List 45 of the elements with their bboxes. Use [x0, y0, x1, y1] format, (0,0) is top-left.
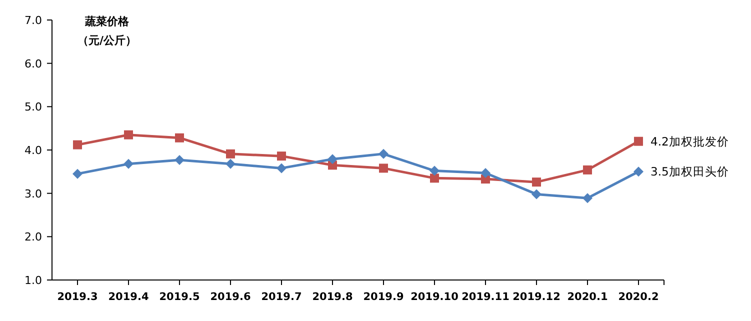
point	[634, 136, 643, 146]
x-tick-label: 2019.6	[210, 291, 251, 303]
point	[532, 189, 542, 200]
x-tick-label: 2019.10	[410, 291, 458, 303]
y-tick-label: 5.0	[24, 100, 42, 114]
x-tick-label: 2019.7	[261, 291, 302, 303]
x-tick-label: 2020.2	[618, 291, 659, 303]
point	[379, 164, 388, 173]
point	[634, 166, 644, 177]
y-tick-label: 6.0	[24, 57, 42, 70]
point	[174, 154, 184, 165]
point	[430, 166, 440, 176]
y-tick-label: 4.0	[24, 144, 42, 157]
point	[276, 163, 286, 174]
x-tick-label: 2019.3	[57, 291, 98, 303]
text: （元/公斤）	[77, 34, 137, 47]
x-tick-label: 2019.5	[159, 291, 200, 303]
point	[480, 168, 490, 178]
y-tick-label: 3.0	[24, 187, 42, 200]
annotation: 3.5加权田头价	[650, 164, 729, 179]
point	[175, 133, 184, 142]
y-tick-label: 2.0	[24, 230, 42, 244]
point	[124, 158, 134, 169]
point	[378, 148, 388, 159]
x-tick-label: 2019.9	[363, 291, 404, 303]
point	[124, 130, 133, 140]
point	[277, 152, 286, 161]
point	[532, 178, 541, 187]
point	[73, 140, 82, 150]
annotation: 4.2加权批发价	[650, 134, 729, 148]
x-tick-label: 2019.4	[108, 291, 149, 303]
point	[430, 174, 439, 183]
y-tick-label: 1.0	[24, 274, 42, 287]
point	[583, 165, 592, 174]
x-tick-label: 2019.8	[312, 291, 353, 303]
point	[328, 154, 338, 164]
chart-title: 蔬菜价格	[84, 15, 130, 28]
point	[226, 149, 235, 158]
y-tick-label: 7.0	[24, 14, 42, 27]
point	[226, 158, 236, 169]
x-tick-label: 2020.1	[567, 291, 608, 303]
point	[72, 168, 82, 179]
x-tick-label: 2019.12	[512, 291, 560, 303]
point	[582, 193, 592, 204]
x-tick-label: 2019.11	[462, 291, 510, 303]
